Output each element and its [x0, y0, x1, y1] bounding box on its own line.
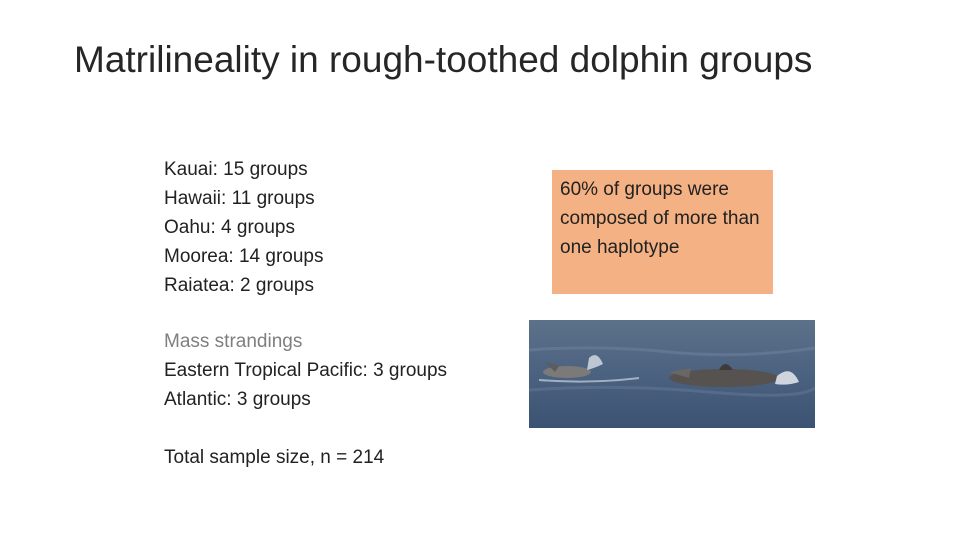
- location-list: Kauai: 15 groups Hawaii: 11 groups Oahu:…: [164, 155, 324, 300]
- list-item: Oahu: 4 groups: [164, 217, 295, 238]
- slide-title: Matrilineality in rough-toothed dolphin …: [74, 39, 813, 80]
- total: Total sample size, n = 214: [164, 447, 385, 468]
- list-item: Hawaii: 11 groups: [164, 188, 315, 209]
- strandings-list: Mass strandings Eastern Tropical Pacific…: [164, 327, 447, 414]
- list-item: Kauai: 15 groups: [164, 159, 308, 180]
- list-item: Atlantic: 3 groups: [164, 389, 311, 410]
- dolphin-photo: [529, 320, 815, 428]
- list-heading: Mass strandings: [164, 331, 303, 352]
- list-item: Moorea: 14 groups: [164, 246, 324, 267]
- callout-box: 60% of groups were composed of more than…: [552, 170, 773, 294]
- list-item: Eastern Tropical Pacific: 3 groups: [164, 360, 448, 381]
- list-item: Raiatea: 2 groups: [164, 275, 314, 296]
